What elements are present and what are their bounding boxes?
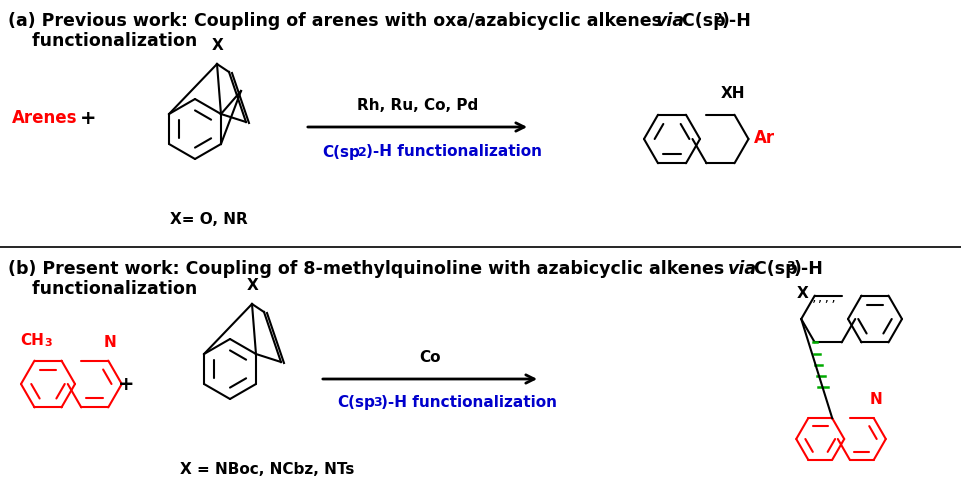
- Text: X: X: [796, 286, 808, 301]
- Text: 3: 3: [44, 337, 52, 347]
- Text: C(sp: C(sp: [676, 12, 725, 30]
- Text: Co: Co: [419, 350, 440, 365]
- Text: (a) Previous work: Coupling of arenes with oxa/azabicyclic alkenes: (a) Previous work: Coupling of arenes wi…: [8, 12, 667, 30]
- Text: X = NBoc, NCbz, NTs: X = NBoc, NCbz, NTs: [180, 461, 354, 476]
- Text: 2: 2: [713, 12, 722, 25]
- Text: 3: 3: [785, 260, 794, 273]
- Text: Arenes: Arenes: [12, 109, 78, 127]
- Text: ,,,,: ,,,,: [810, 293, 837, 303]
- Text: functionalization: functionalization: [8, 32, 197, 50]
- Text: X: X: [212, 38, 224, 53]
- Text: )-H functionalization: )-H functionalization: [366, 144, 542, 159]
- Text: functionalization: functionalization: [8, 280, 197, 298]
- Text: X: X: [247, 278, 259, 293]
- Text: Ar: Ar: [752, 129, 774, 147]
- Text: via: via: [655, 12, 684, 30]
- Text: N: N: [104, 334, 116, 349]
- Text: C(sp: C(sp: [748, 260, 797, 278]
- Text: C(sp: C(sp: [336, 395, 375, 410]
- Text: X= O, NR: X= O, NR: [170, 211, 248, 226]
- Text: Rh, Ru, Co, Pd: Rh, Ru, Co, Pd: [357, 97, 478, 112]
- Text: C(sp: C(sp: [322, 144, 360, 159]
- Text: CH: CH: [20, 332, 44, 347]
- Text: )-H functionalization: )-H functionalization: [381, 395, 556, 410]
- Text: )-H: )-H: [722, 12, 752, 30]
- Text: 3: 3: [373, 396, 382, 409]
- Text: 2: 2: [358, 145, 367, 158]
- Text: via: via: [727, 260, 756, 278]
- Text: +: +: [118, 375, 135, 394]
- Text: (b) Present work: Coupling of 8-methylquinoline with azabicyclic alkenes: (b) Present work: Coupling of 8-methylqu…: [8, 260, 729, 278]
- Text: XH: XH: [720, 86, 744, 101]
- Text: +: +: [80, 108, 96, 127]
- Text: N: N: [869, 391, 881, 406]
- Text: )-H: )-H: [793, 260, 823, 278]
